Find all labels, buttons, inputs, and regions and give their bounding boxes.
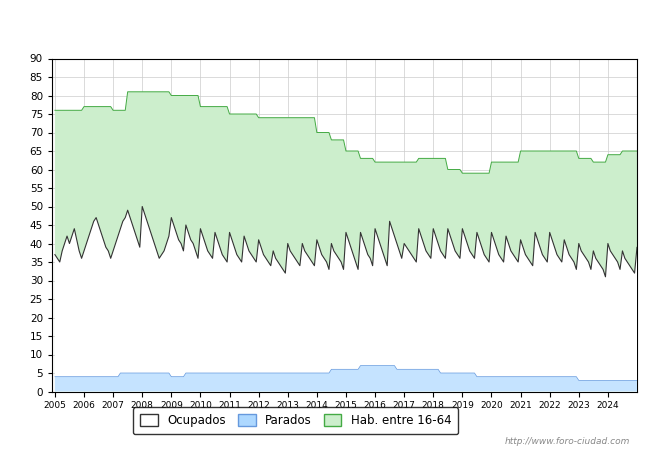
Text: Allepuz - Evolucion de la poblacion en edad de Trabajar Septiembre de 2024: Allepuz - Evolucion de la poblacion en e… [59, 20, 591, 34]
Text: http://www.foro-ciudad.com: http://www.foro-ciudad.com [505, 436, 630, 446]
Legend: Ocupados, Parados, Hab. entre 16-64: Ocupados, Parados, Hab. entre 16-64 [133, 407, 458, 434]
